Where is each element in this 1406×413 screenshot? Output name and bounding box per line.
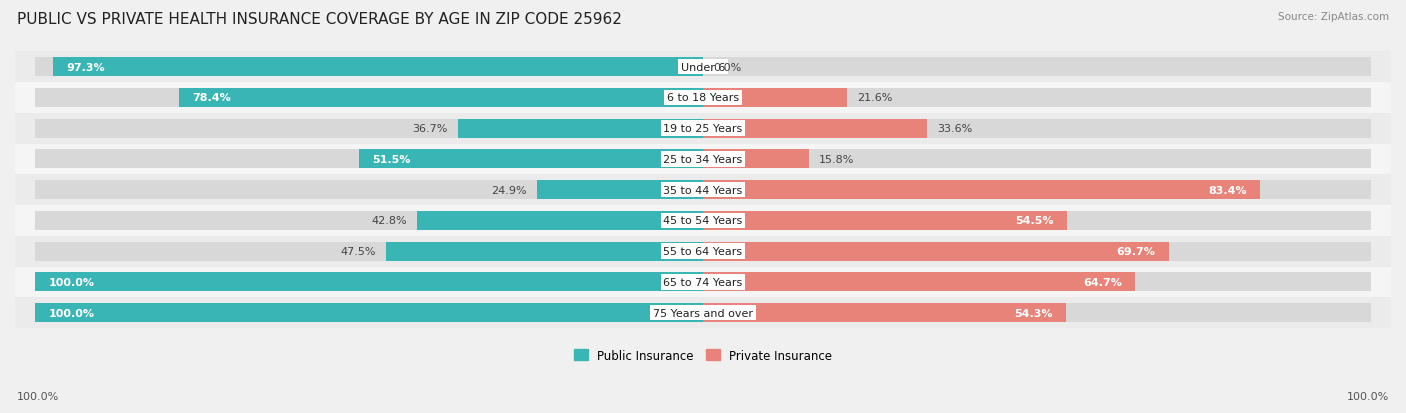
Text: 47.5%: 47.5% [340, 247, 375, 256]
Bar [458, 119, 703, 138]
Text: Under 6: Under 6 [681, 62, 725, 72]
Text: 25 to 34 Years: 25 to 34 Years [664, 154, 742, 164]
Bar [703, 150, 808, 169]
Text: 100.0%: 100.0% [48, 277, 94, 287]
Bar [35, 89, 703, 108]
Bar [703, 211, 1067, 230]
Text: 0.0%: 0.0% [713, 62, 741, 72]
Bar [703, 273, 1371, 292]
Bar [703, 89, 1371, 108]
Bar [703, 211, 1371, 230]
Bar [15, 52, 1391, 83]
Text: 55 to 64 Years: 55 to 64 Years [664, 247, 742, 256]
Bar [15, 206, 1391, 236]
Bar [15, 144, 1391, 175]
Bar [703, 119, 1371, 138]
Bar [703, 304, 1371, 323]
Bar [15, 175, 1391, 206]
Text: 78.4%: 78.4% [193, 93, 232, 103]
Bar [703, 180, 1260, 200]
Text: 100.0%: 100.0% [17, 391, 59, 401]
Text: 51.5%: 51.5% [373, 154, 411, 164]
Bar [703, 119, 928, 138]
Bar [703, 304, 1066, 323]
Bar [35, 150, 703, 169]
Bar [180, 89, 703, 108]
Text: 45 to 54 Years: 45 to 54 Years [664, 216, 742, 226]
Bar [35, 304, 703, 323]
Bar [359, 150, 703, 169]
Text: 36.7%: 36.7% [412, 124, 449, 134]
Text: 33.6%: 33.6% [938, 124, 973, 134]
Text: 75 Years and over: 75 Years and over [652, 308, 754, 318]
Bar [35, 211, 703, 230]
Text: 19 to 25 Years: 19 to 25 Years [664, 124, 742, 134]
Text: 6 to 18 Years: 6 to 18 Years [666, 93, 740, 103]
Bar [53, 58, 703, 77]
Bar [15, 236, 1391, 267]
Text: 42.8%: 42.8% [371, 216, 408, 226]
Text: 24.9%: 24.9% [491, 185, 527, 195]
Text: PUBLIC VS PRIVATE HEALTH INSURANCE COVERAGE BY AGE IN ZIP CODE 25962: PUBLIC VS PRIVATE HEALTH INSURANCE COVER… [17, 12, 621, 27]
Bar [35, 242, 703, 261]
Bar [15, 298, 1391, 328]
Bar [703, 89, 848, 108]
Bar [15, 83, 1391, 114]
Bar [35, 58, 703, 77]
Bar [385, 242, 703, 261]
Legend: Public Insurance, Private Insurance: Public Insurance, Private Insurance [569, 344, 837, 367]
Text: 15.8%: 15.8% [818, 154, 853, 164]
Text: Source: ZipAtlas.com: Source: ZipAtlas.com [1278, 12, 1389, 22]
Text: 65 to 74 Years: 65 to 74 Years [664, 277, 742, 287]
Bar [537, 180, 703, 200]
Bar [703, 242, 1371, 261]
Text: 21.6%: 21.6% [858, 93, 893, 103]
Bar [15, 267, 1391, 298]
Bar [703, 273, 1135, 292]
Bar [418, 211, 703, 230]
Text: 97.3%: 97.3% [66, 62, 105, 72]
Bar [703, 180, 1371, 200]
Bar [35, 273, 703, 292]
Bar [35, 119, 703, 138]
Text: 64.7%: 64.7% [1083, 277, 1122, 287]
Text: 54.5%: 54.5% [1015, 216, 1053, 226]
Text: 100.0%: 100.0% [48, 308, 94, 318]
Bar [703, 242, 1168, 261]
Text: 54.3%: 54.3% [1014, 308, 1052, 318]
Text: 69.7%: 69.7% [1116, 247, 1156, 256]
Bar [35, 180, 703, 200]
Bar [35, 273, 703, 292]
Bar [703, 58, 1371, 77]
Bar [703, 150, 1371, 169]
Text: 100.0%: 100.0% [1347, 391, 1389, 401]
Bar [35, 304, 703, 323]
Text: 35 to 44 Years: 35 to 44 Years [664, 185, 742, 195]
Bar [15, 114, 1391, 144]
Text: 83.4%: 83.4% [1208, 185, 1247, 195]
